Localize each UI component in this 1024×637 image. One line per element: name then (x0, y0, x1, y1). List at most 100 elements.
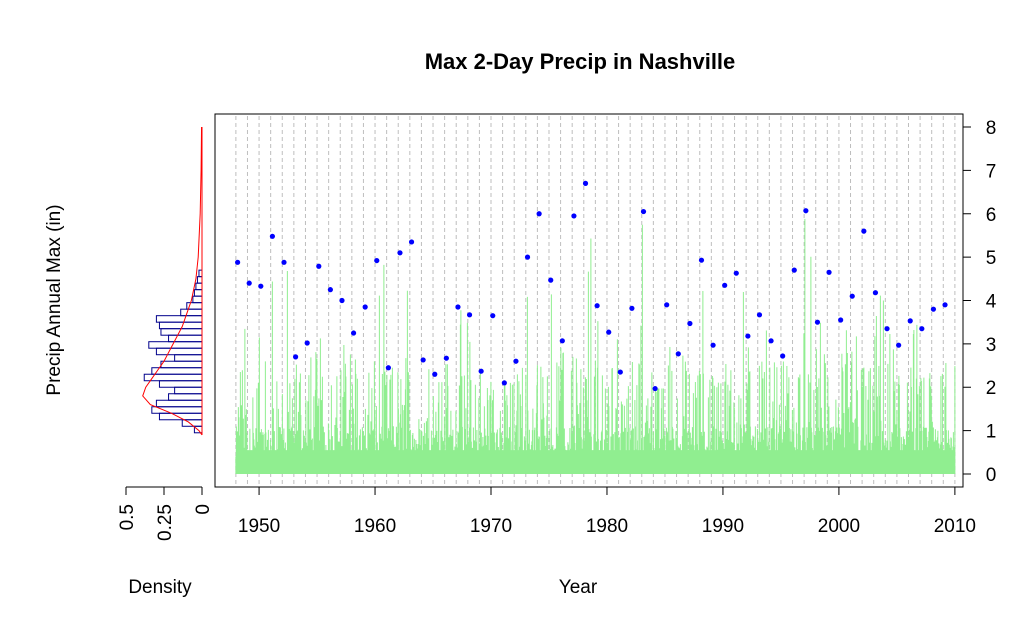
x-tick-label: 1980 (586, 516, 628, 537)
annual-max-point (443, 355, 449, 361)
annual-max-point (350, 330, 357, 336)
annual-max-point (304, 340, 310, 346)
annual-max-point (710, 342, 716, 348)
histogram-bar (193, 289, 203, 297)
chart-title: Max 2-Day Precip in Nashville (425, 49, 736, 74)
annual-max-point (768, 338, 774, 344)
annual-max-point (803, 208, 809, 214)
y-tick-label: 2 (986, 378, 997, 399)
histogram-bar (168, 334, 203, 343)
histogram-bar (196, 276, 203, 284)
annual-max-point (362, 304, 368, 310)
annual-max-point (246, 280, 252, 286)
density-tick-label: 0 (193, 504, 214, 515)
annual-max-point (814, 319, 821, 325)
annual-max-point (675, 351, 681, 357)
annual-max-point (698, 257, 705, 263)
annual-max-point (536, 211, 542, 217)
histogram-bar (160, 328, 203, 336)
annual-max-point (606, 329, 612, 335)
annual-max-point (722, 282, 728, 288)
annual-max-point (861, 228, 867, 234)
annual-max-point (455, 304, 461, 310)
histogram-bar (155, 399, 203, 408)
annual-max-point (258, 283, 264, 289)
annual-max-point (478, 368, 484, 374)
annual-max-point (432, 371, 438, 377)
y-tick-label: 3 (986, 335, 997, 356)
annual-max-point (559, 338, 565, 344)
annual-max-point (930, 306, 937, 312)
histogram-bar (155, 347, 203, 356)
annual-max-point (687, 320, 693, 327)
annual-max-point (849, 293, 855, 299)
y-tick-label: 7 (986, 161, 997, 182)
density-axis-label: Density (128, 577, 192, 598)
annual-max-point (733, 270, 739, 276)
annual-max-point (524, 254, 531, 260)
annual-max-point (420, 357, 426, 363)
annual-max-point (292, 354, 299, 360)
histogram-bar (148, 341, 203, 349)
annual-max-point (490, 313, 496, 319)
axis-layer: 1950 1960 1970 1980 1990 2000 2010 0 1 2 3 4 5 6 7 8 0.5… (117, 113, 997, 541)
annual-max-point (501, 380, 507, 386)
annual-max-point (327, 287, 333, 293)
histogram-bar (174, 354, 203, 362)
daily-series-layer (235, 218, 956, 474)
x-tick-label: 2010 (934, 516, 976, 537)
x-tick-label: 1960 (354, 516, 396, 537)
annual-max-point (582, 180, 589, 186)
annual-max-point (791, 267, 797, 273)
x-tick-label: 2000 (818, 516, 860, 537)
histogram-bar (160, 360, 203, 369)
annual-max-point (339, 297, 345, 304)
annual-max-point (756, 312, 763, 318)
histogram-bar (151, 406, 203, 414)
y-tick-label: 6 (986, 205, 997, 226)
annual-max-point (617, 369, 623, 375)
annual-max-point (745, 333, 751, 339)
annual-max-point (664, 302, 670, 308)
annual-max-point (896, 342, 902, 348)
x-tick-label: 1950 (238, 516, 280, 537)
y-tick-label: 8 (986, 118, 997, 139)
annual-max-point (919, 326, 925, 332)
histogram-bar (158, 412, 203, 421)
histogram-bar (192, 295, 203, 304)
annual-max-point (408, 239, 415, 245)
x-tick-label: 1990 (702, 516, 744, 537)
histogram-bar (158, 380, 203, 388)
annual-max-point (374, 257, 380, 264)
x-tick-label: 1970 (470, 516, 512, 537)
annual-max-point (652, 385, 658, 392)
histogram-bar (155, 315, 203, 323)
annual-max-point (316, 263, 322, 269)
grid-layer (235, 116, 956, 485)
density-curve (142, 127, 203, 436)
density-histogram-layer (142, 127, 203, 436)
annual-max-points-layer (235, 180, 948, 392)
histogram-bar (174, 386, 203, 395)
density-tick-label: 0.25 (155, 504, 176, 541)
annual-max-point (907, 318, 913, 324)
annual-max-point (640, 208, 647, 215)
annual-max-point (942, 302, 948, 308)
annual-max-point (397, 250, 403, 256)
annual-max-point (629, 305, 635, 311)
annual-max-point (838, 317, 844, 323)
histogram-bar (180, 308, 203, 317)
y-tick-label: 0 (986, 465, 997, 486)
annual-max-point (884, 326, 890, 332)
y-tick-label: 4 (986, 292, 997, 313)
annual-max-point (548, 277, 554, 283)
annual-max-point (571, 213, 577, 219)
density-tick-label: 0.5 (117, 504, 138, 530)
histogram-bar (168, 393, 203, 401)
annual-max-point (466, 312, 473, 318)
annual-max-point (872, 290, 879, 296)
daily-series-base (235, 450, 955, 474)
annual-max-point (269, 233, 276, 239)
